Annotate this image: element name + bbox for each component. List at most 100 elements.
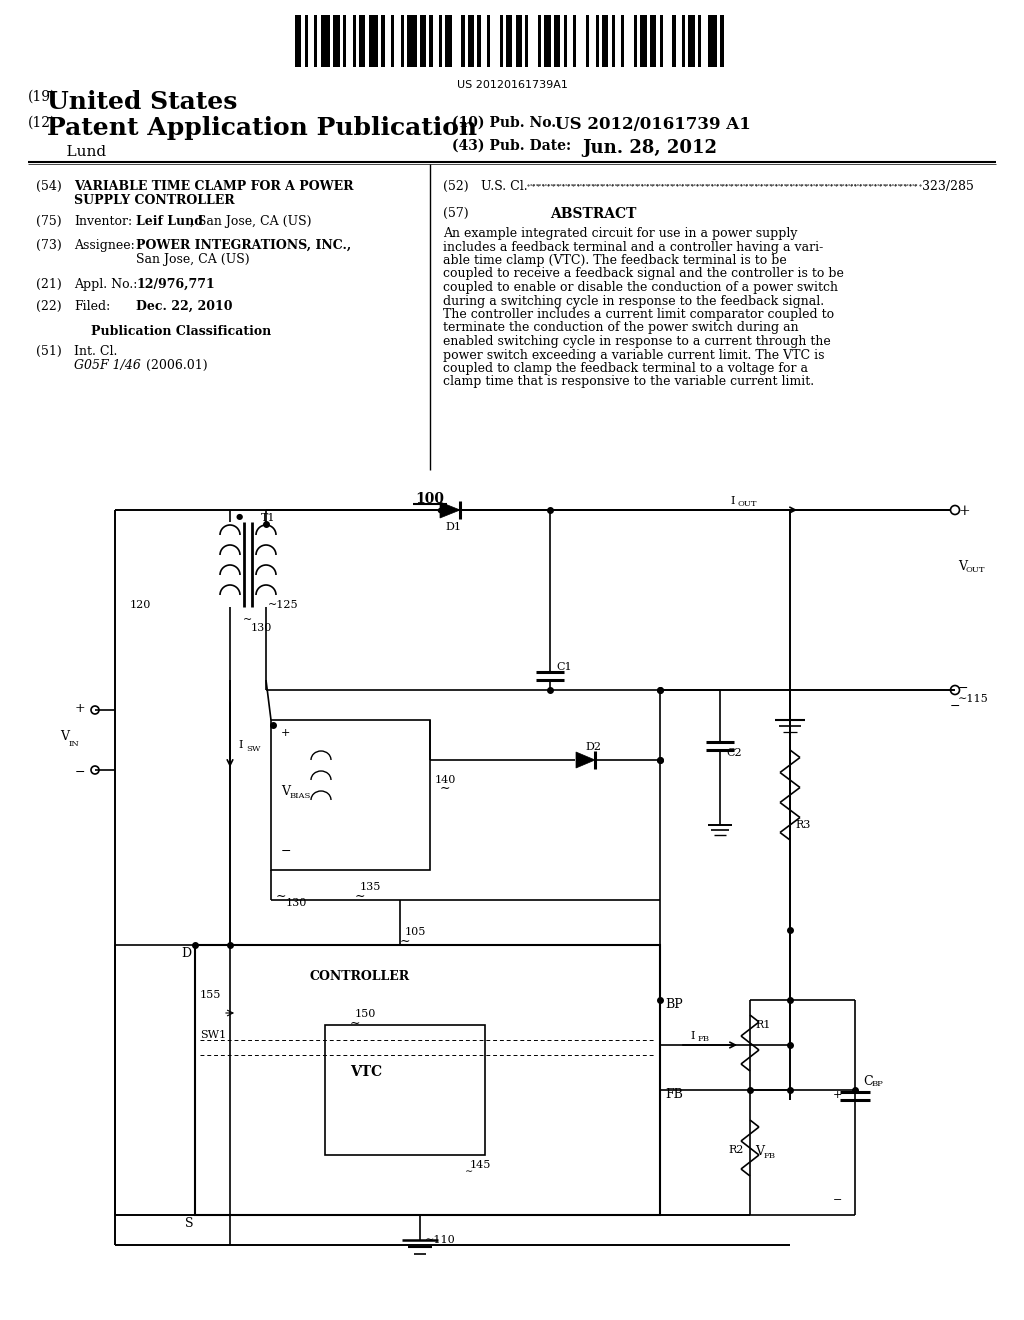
Text: 12/976,771: 12/976,771: [136, 279, 215, 290]
Text: Int. Cl.: Int. Cl.: [74, 345, 118, 358]
Text: ~125: ~125: [268, 601, 299, 610]
Bar: [554, 15, 560, 67]
Text: POWER INTEGRATIONS, INC.,: POWER INTEGRATIONS, INC.,: [136, 239, 351, 252]
Text: CONTROLLER: CONTROLLER: [310, 970, 411, 983]
Bar: [698, 15, 701, 67]
Text: Leif Lund: Leif Lund: [136, 215, 203, 228]
Bar: [400, 15, 403, 67]
Text: ABSTRACT: ABSTRACT: [550, 207, 636, 220]
Text: −: −: [833, 1195, 843, 1205]
Text: 100: 100: [416, 492, 444, 506]
Text: (51): (51): [36, 345, 61, 358]
Text: ∼: ∼: [440, 781, 451, 795]
Text: includes a feedback terminal and a controller having a vari-: includes a feedback terminal and a contr…: [443, 240, 823, 253]
Bar: [506, 15, 512, 67]
Text: Filed:: Filed:: [74, 300, 111, 313]
Text: OUT: OUT: [966, 566, 985, 574]
Text: 140: 140: [435, 775, 457, 785]
Bar: [586, 15, 589, 67]
Bar: [468, 15, 474, 67]
Text: 155: 155: [200, 990, 221, 1001]
Bar: [462, 15, 465, 67]
Text: +: +: [281, 729, 291, 738]
Text: BP: BP: [872, 1080, 884, 1088]
Text: G05F 1/46: G05F 1/46: [74, 359, 141, 372]
Text: ∼115: ∼115: [958, 694, 989, 704]
Bar: [640, 15, 647, 67]
Text: Publication Classification: Publication Classification: [91, 325, 271, 338]
Text: (10) Pub. No.:: (10) Pub. No.:: [452, 116, 561, 129]
Text: US 20120161739A1: US 20120161739A1: [457, 81, 567, 90]
Text: coupled to enable or disable the conduction of a power switch: coupled to enable or disable the conduct…: [443, 281, 838, 294]
Text: BIAS: BIAS: [290, 792, 311, 800]
Bar: [407, 15, 417, 67]
Text: C: C: [863, 1074, 872, 1088]
Text: Jun. 28, 2012: Jun. 28, 2012: [582, 139, 717, 157]
Text: −: −: [75, 766, 85, 779]
Bar: [391, 15, 394, 67]
Bar: [271, 719, 430, 870]
Bar: [477, 15, 480, 67]
Text: +: +: [833, 1090, 843, 1100]
Text: D2: D2: [585, 742, 601, 752]
Bar: [314, 15, 317, 67]
Bar: [325, 1026, 485, 1155]
Text: Patent Application Publication: Patent Application Publication: [47, 116, 477, 140]
Text: SW1: SW1: [200, 1030, 226, 1040]
Bar: [429, 15, 432, 67]
Text: −: −: [281, 845, 292, 858]
Bar: [516, 15, 522, 67]
Text: T1: T1: [261, 513, 275, 523]
Text: power switch exceeding a variable current limit. The VTC is: power switch exceeding a variable curren…: [443, 348, 824, 362]
Text: Appl. No.:: Appl. No.:: [74, 279, 137, 290]
Text: SW: SW: [246, 744, 260, 752]
Text: FB: FB: [764, 1152, 776, 1160]
Text: (43) Pub. Date:: (43) Pub. Date:: [452, 139, 571, 153]
Text: (52): (52): [443, 180, 469, 193]
Text: VTC: VTC: [350, 1065, 382, 1078]
Text: SUPPLY CONTROLLER: SUPPLY CONTROLLER: [74, 194, 234, 207]
Text: R1: R1: [755, 1020, 770, 1030]
Text: 150: 150: [355, 1008, 377, 1019]
Text: I: I: [730, 496, 734, 506]
Bar: [352, 15, 355, 67]
Text: FB: FB: [698, 1035, 710, 1043]
Text: VARIABLE TIME CLAMP FOR A POWER: VARIABLE TIME CLAMP FOR A POWER: [74, 180, 353, 193]
Text: coupled to receive a feedback signal and the controller is to be: coupled to receive a feedback signal and…: [443, 268, 844, 281]
Bar: [359, 15, 366, 67]
Text: Dec. 22, 2010: Dec. 22, 2010: [136, 300, 232, 313]
Text: −: −: [958, 682, 969, 696]
Bar: [500, 15, 503, 67]
Text: The controller includes a current limit comparator coupled to: The controller includes a current limit …: [443, 308, 835, 321]
Text: V: V: [281, 785, 290, 799]
Text: Lund: Lund: [47, 145, 106, 158]
Text: 145: 145: [470, 1160, 492, 1170]
Text: clamp time that is responsive to the variable current limit.: clamp time that is responsive to the var…: [443, 375, 814, 388]
Text: ●: ●: [236, 513, 244, 521]
Text: during a switching cycle in response to the feedback signal.: during a switching cycle in response to …: [443, 294, 824, 308]
Bar: [304, 15, 308, 67]
Text: ~: ~: [243, 615, 252, 624]
Bar: [486, 15, 490, 67]
Text: −: −: [950, 700, 961, 713]
Polygon shape: [575, 752, 595, 768]
Text: , San Jose, CA (US): , San Jose, CA (US): [190, 215, 311, 228]
Text: ∼110: ∼110: [425, 1236, 456, 1245]
Text: 135: 135: [360, 882, 381, 892]
Bar: [708, 15, 717, 67]
Text: (2006.01): (2006.01): [146, 359, 208, 372]
Text: (21): (21): [36, 279, 61, 290]
Bar: [622, 15, 625, 67]
Bar: [602, 15, 608, 67]
Text: (19): (19): [28, 90, 56, 104]
Bar: [573, 15, 577, 67]
Text: FB: FB: [665, 1088, 683, 1101]
Text: US 2012/0161739 A1: US 2012/0161739 A1: [555, 116, 751, 133]
Text: (54): (54): [36, 180, 61, 193]
Text: +: +: [958, 504, 970, 517]
Bar: [538, 15, 542, 67]
Text: R3: R3: [795, 820, 810, 830]
Text: S: S: [185, 1217, 194, 1230]
Text: C1: C1: [556, 663, 571, 672]
Bar: [343, 15, 346, 67]
